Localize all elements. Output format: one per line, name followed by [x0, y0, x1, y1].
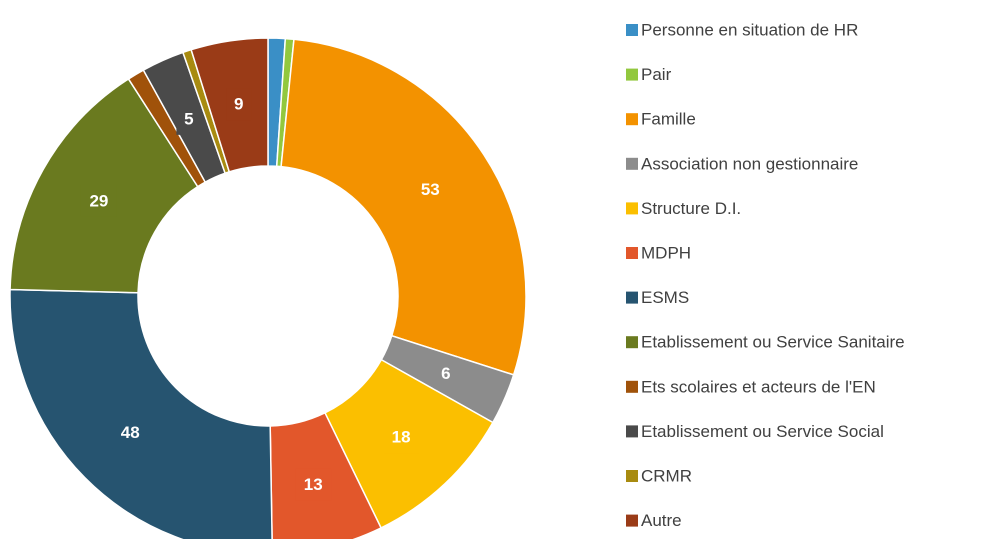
legend-label: Structure D.I.	[641, 199, 741, 218]
data-label-box	[295, 468, 332, 501]
data-label-box	[433, 357, 459, 390]
legend-swatch	[626, 157, 638, 170]
legend-swatch	[626, 470, 638, 482]
data-label-box	[80, 184, 117, 217]
legend-swatch	[626, 247, 638, 259]
legend-swatch	[626, 113, 638, 126]
slice	[280, 38, 527, 376]
slice	[9, 288, 273, 539]
data-label: 6	[441, 364, 450, 383]
legend-swatch	[626, 202, 638, 215]
data-label-box	[226, 88, 252, 121]
legend-label: Famille	[641, 110, 696, 129]
legend-swatch	[626, 24, 638, 36]
legend-swatch	[626, 425, 638, 438]
data-label: 5	[184, 109, 193, 128]
legend-label: Ets scolaires et acteurs de l'EN	[641, 377, 876, 396]
data-label-box	[176, 102, 202, 135]
legend-swatch	[626, 291, 638, 304]
legend-label: Association non gestionnaire	[641, 154, 858, 173]
data-label-box	[383, 421, 420, 454]
legend-label: Personne en situation de HR	[641, 20, 858, 39]
data-label: 53	[421, 180, 440, 199]
legend-label: ESMS	[641, 288, 689, 307]
legend-label: Etablissement ou Service Sanitaire	[641, 333, 905, 352]
legend-swatch	[626, 380, 638, 393]
legend-label: Etablissement ou Service Social	[641, 422, 884, 441]
legend-swatch	[626, 336, 638, 349]
legend-swatch	[626, 68, 638, 81]
data-label-box	[112, 416, 149, 449]
data-label: 18	[392, 428, 411, 447]
legend-label: Autre	[641, 511, 682, 530]
data-label: 13	[304, 475, 323, 494]
data-label: 29	[89, 191, 108, 210]
legend-label: MDPH	[641, 243, 691, 262]
data-label: 48	[121, 423, 140, 442]
data-label-box	[412, 173, 449, 206]
data-label: 9	[234, 95, 243, 114]
legend-swatch	[626, 514, 638, 527]
legend-label: CRMR	[641, 466, 692, 485]
legend-label: Pair	[641, 65, 672, 84]
